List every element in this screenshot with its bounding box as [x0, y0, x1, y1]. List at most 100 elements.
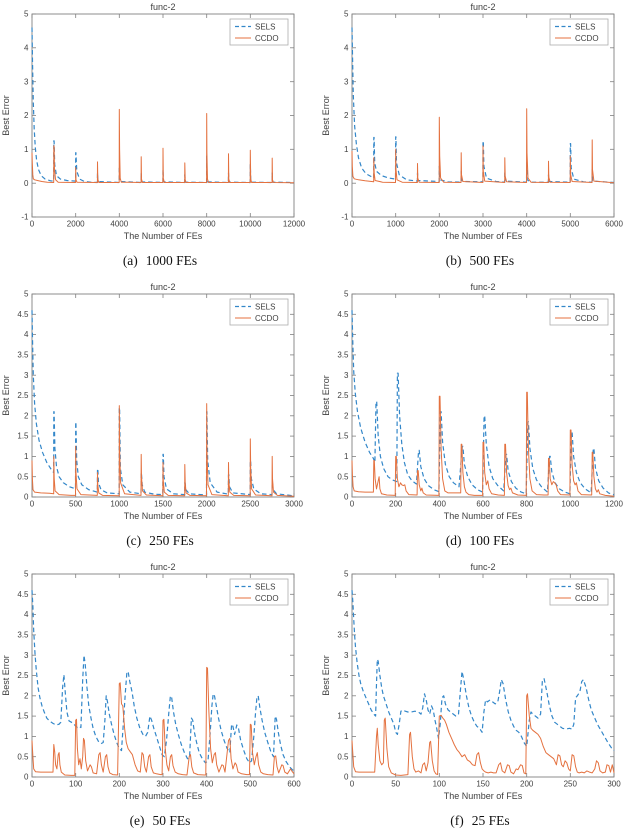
- x-tick-label: 1500: [154, 500, 172, 509]
- x-axis-label: The Number of FEs: [444, 511, 523, 521]
- subplot-caption-text: 100 FEs: [469, 533, 515, 548]
- x-tick-label: 200: [520, 780, 534, 789]
- subplot-caption-label: (e): [129, 813, 145, 828]
- x-tick-label: 100: [433, 780, 447, 789]
- y-tick-label: 2.5: [17, 671, 29, 680]
- y-tick-label: 2: [24, 691, 29, 700]
- sels-series-line: [351, 27, 615, 184]
- ccdo-series-line: [351, 391, 615, 497]
- subplot-caption-text: 250 FEs: [149, 533, 194, 548]
- y-tick-label: 3: [24, 77, 29, 86]
- subplot: 0 2000 4000 6000 8000 10000 12000 -1 0 1 2 3 4 5 func-…: [0, 0, 320, 280]
- y-tick-label: 4: [344, 610, 349, 619]
- y-tick-label: 5: [24, 10, 29, 19]
- y-tick-label: 4: [24, 610, 29, 619]
- y-tick-label: 2: [344, 411, 349, 420]
- chart-title: func-2: [150, 282, 175, 292]
- x-tick-label: 250: [564, 780, 578, 789]
- x-tick-label: 600: [287, 780, 301, 789]
- x-tick-label: 0: [350, 220, 355, 229]
- x-tick-label: 100: [69, 780, 83, 789]
- x-tick-label: 400: [433, 500, 447, 509]
- y-axis-label: Best Error: [1, 655, 11, 696]
- x-tick-label: 2000: [430, 220, 448, 229]
- legend-label-ccdo: CCDO: [575, 34, 599, 43]
- chart-canvas: 0 200 400 600 800 1000 1200 0 0.5 1 1.5 2 2.5 3 3.5 4 4.…: [321, 282, 623, 521]
- x-tick-label: 4000: [110, 220, 128, 229]
- x-tick-label: 300: [156, 780, 170, 789]
- y-tick-label: 1: [24, 452, 29, 461]
- chart-title: func-2: [470, 2, 495, 12]
- legend-label-sels: SELS: [255, 302, 275, 311]
- x-tick-label: 50: [391, 780, 400, 789]
- subplot: 0 50 100 150 200 250 300 0 0.5 1 1.5 2 2.5 3 3.5 4 4.5 5 f…: [320, 560, 640, 840]
- y-tick-label: 0: [24, 773, 29, 782]
- subplot-caption-label: (d): [445, 533, 462, 548]
- y-tick-label: 5: [344, 10, 349, 19]
- y-tick-label: 1: [344, 732, 349, 741]
- y-tick-label: 0.5: [17, 752, 29, 761]
- legend-label-ccdo: CCDO: [255, 314, 279, 323]
- y-tick-label: 2: [344, 111, 349, 120]
- y-tick-label: 0.5: [337, 472, 349, 481]
- y-tick-label: 5: [344, 570, 349, 579]
- x-tick-label: 200: [113, 780, 127, 789]
- y-tick-label: -1: [341, 213, 349, 222]
- ccdo-series-line: [351, 108, 615, 184]
- x-axis-label: The Number of FEs: [444, 231, 523, 241]
- x-tick-label: 500: [69, 500, 83, 509]
- legend-label-sels: SELS: [255, 582, 275, 591]
- legend-label-ccdo: CCDO: [575, 594, 599, 603]
- y-tick-label: 4: [344, 43, 349, 52]
- y-tick-label: 3: [24, 371, 29, 380]
- y-tick-label: 2.5: [337, 391, 349, 400]
- legend: SELS CCDO: [229, 578, 289, 606]
- x-tick-label: 2000: [67, 220, 85, 229]
- subplot-caption-label: (a): [122, 253, 138, 268]
- x-axis-label: The Number of FEs: [444, 791, 523, 801]
- subplot-caption: (a) 1000 FEs: [123, 253, 197, 269]
- y-tick-label: 3.5: [337, 631, 349, 640]
- subplot-caption: (f) 25 FEs: [450, 813, 509, 829]
- y-tick-label: 2.5: [17, 391, 29, 400]
- subplot-caption-label: (f): [450, 813, 464, 828]
- subplot-caption: (c) 250 FEs: [126, 533, 194, 549]
- subplot-caption-text: 500 FEs: [469, 253, 515, 268]
- y-tick-label: 2: [24, 411, 29, 420]
- x-tick-label: 200: [389, 500, 403, 509]
- legend: SELS CCDO: [229, 298, 289, 326]
- chart-title: func-2: [150, 562, 175, 572]
- sels-series-line: [351, 590, 615, 752]
- sels-series-line: [351, 310, 615, 496]
- chart-canvas: 0 2000 4000 6000 8000 10000 12000-1012345func-…: [1, 2, 306, 241]
- x-axis-label: The Number of FEs: [124, 231, 203, 241]
- y-tick-label: 2: [344, 691, 349, 700]
- y-tick-label: 1: [344, 452, 349, 461]
- x-tick-label: 6000: [605, 220, 623, 229]
- y-tick-label: 4.5: [17, 590, 29, 599]
- sels-series-line: [31, 310, 295, 497]
- legend-label-sels: SELS: [255, 22, 275, 31]
- subplot-caption: (e) 50 FEs: [130, 813, 191, 829]
- y-tick-label: 1: [24, 732, 29, 741]
- y-axis-label: Best Error: [1, 375, 11, 416]
- y-tick-label: 3.5: [17, 351, 29, 360]
- x-tick-label: 500: [244, 780, 258, 789]
- y-tick-label: 3.5: [17, 631, 29, 640]
- y-tick-label: 2: [24, 111, 29, 120]
- y-tick-label: 3: [344, 77, 349, 86]
- x-tick-label: 2500: [241, 500, 259, 509]
- x-tick-label: 0: [350, 500, 355, 509]
- x-tick-label: 0: [30, 780, 35, 789]
- legend-label-ccdo: CCDO: [255, 594, 279, 603]
- ccdo-series-line: [31, 666, 295, 776]
- legend-box: [549, 18, 609, 46]
- y-tick-label: 4: [24, 330, 29, 339]
- x-tick-label: 12000: [283, 220, 306, 229]
- y-tick-label: 1.5: [337, 712, 349, 721]
- x-axis-label: The Number of FEs: [124, 791, 203, 801]
- y-tick-label: 0: [344, 773, 349, 782]
- x-tick-label: 1000: [387, 220, 405, 229]
- subplot-caption-label: (b): [445, 253, 462, 268]
- legend: SELS CCDO: [549, 298, 609, 326]
